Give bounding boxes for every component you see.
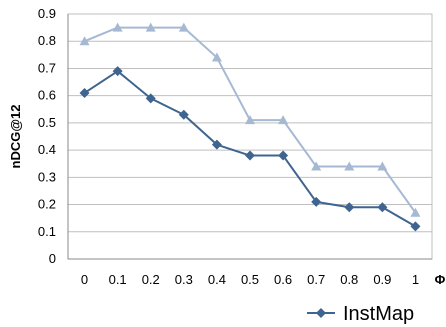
x-tick-label: 1 [412, 272, 419, 287]
y-axis-tick-labels: 0 0.1 0.2 0.3 0.4 0.5 0.6 0.7 0.8 0.9 [38, 6, 56, 266]
x-tick-label: 0.6 [274, 272, 292, 287]
series-layer [79, 22, 421, 232]
series-unnamed-0 [79, 22, 421, 217]
data-point-triangle [79, 36, 90, 46]
y-tick-label: 0.2 [38, 197, 56, 212]
data-point-diamond [278, 150, 289, 161]
x-tick-label: 0.3 [175, 272, 193, 287]
y-tick-label: 0.9 [38, 6, 56, 21]
y-tick-label: 0.7 [38, 60, 56, 75]
data-point-triangle [311, 161, 322, 171]
data-point-diamond [377, 202, 388, 213]
x-tick-label: 0.8 [340, 272, 358, 287]
data-point-triangle [245, 115, 255, 125]
data-point-triangle [211, 52, 222, 62]
x-tick-label: 0.2 [142, 272, 160, 287]
y-tick-label: 0.8 [38, 33, 56, 48]
data-point-diamond [344, 202, 355, 213]
y-tick-label: 0.6 [38, 88, 56, 103]
y-axis-title: nDCG@12 [8, 105, 23, 169]
series-instmap [79, 66, 421, 232]
grid-lines [68, 13, 432, 260]
data-point-diamond [211, 139, 222, 150]
data-point-diamond [79, 87, 90, 98]
data-point-triangle [145, 22, 156, 32]
x-tick-label: 0.5 [241, 272, 259, 287]
x-tick-label: 0.7 [307, 272, 325, 287]
legend-marker-diamond [316, 308, 326, 318]
data-point-triangle [377, 161, 388, 171]
data-point-diamond [245, 150, 255, 161]
y-tick-label: 0.5 [38, 115, 56, 130]
legend: InstMap [307, 303, 414, 325]
x-tick-label: 0 [81, 272, 88, 287]
data-point-triangle [410, 207, 421, 217]
y-tick-label: 0 [49, 251, 56, 266]
data-point-diamond [178, 109, 189, 120]
data-point-diamond [410, 221, 421, 232]
data-point-triangle [344, 161, 355, 171]
x-axis-title: Φ [435, 272, 446, 287]
data-point-triangle [178, 22, 189, 32]
x-tick-label: 0.9 [373, 272, 391, 287]
y-tick-label: 0.3 [38, 169, 56, 184]
y-tick-label: 0.1 [38, 224, 56, 239]
legend-label: InstMap [343, 303, 414, 325]
plot-area-frame [67, 13, 433, 260]
data-point-diamond [112, 66, 123, 77]
series-line [83, 70, 416, 228]
data-point-diamond [311, 196, 322, 207]
data-point-triangle [278, 115, 289, 125]
data-point-triangle [112, 22, 123, 32]
x-tick-label: 0.4 [208, 272, 226, 287]
y-tick-label: 0.4 [38, 142, 56, 157]
x-axis-tick-labels: 0 0.1 0.2 0.3 0.4 0.5 0.6 0.7 0.8 0.9 1 [81, 272, 419, 287]
x-tick-label: 0.1 [109, 272, 127, 287]
plot-border [67, 13, 433, 260]
data-point-diamond [145, 93, 156, 104]
